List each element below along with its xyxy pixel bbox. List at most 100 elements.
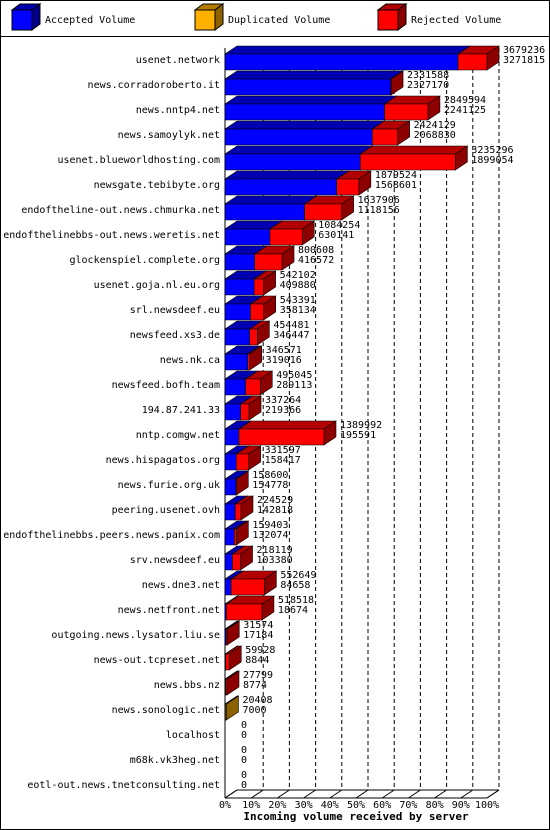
accepted-bar-face xyxy=(224,253,255,271)
total-label: 27799 xyxy=(243,670,273,681)
rejected-bar-face xyxy=(249,328,258,346)
tick-mark xyxy=(355,789,369,799)
total-label: 3679236 xyxy=(503,45,545,56)
rejected-bar-face xyxy=(225,678,228,696)
tick-mark xyxy=(250,789,264,799)
total-label: 3235296 xyxy=(471,145,513,156)
accepted-bar-face xyxy=(224,453,237,471)
accepted-bar-face xyxy=(224,578,232,596)
total-label: 2331588 xyxy=(407,70,449,81)
accepted-bar-face xyxy=(224,478,237,496)
accepted-bar-face xyxy=(224,228,271,246)
rejected-bar-face xyxy=(359,153,456,171)
accepted-label: 409880 xyxy=(280,280,316,291)
legend-label: Accepted Volume xyxy=(45,15,135,26)
x-tick-label: 20% xyxy=(268,800,286,811)
legend-swatch xyxy=(194,9,216,31)
rejected-bar xyxy=(383,95,441,121)
total-label: 59928 xyxy=(245,645,275,656)
y-tick-label: outgoing.news.lysator.liu.se xyxy=(51,630,220,641)
accepted-bar-face xyxy=(224,128,373,146)
y-tick-label: endofthelinebbs-out.news.weretis.net xyxy=(3,230,220,241)
accepted-label: 416572 xyxy=(298,255,334,266)
y-tick-label: endofthelinebbs.peers.news.panix.com xyxy=(3,530,220,541)
y-tick-label: usenet.blueworldhosting.com xyxy=(57,155,220,166)
legend-swatch xyxy=(377,9,399,31)
y-tick-label: news.bbs.nz xyxy=(154,680,220,691)
y-tick-label: eotl-out.news.tnetconsulting.net xyxy=(27,780,220,791)
rejected-bar-face xyxy=(384,103,429,121)
total-label: 0 xyxy=(241,745,247,756)
total-label: 543391 xyxy=(280,295,316,306)
accepted-label: 84658 xyxy=(280,580,310,591)
accepted-label: 142818 xyxy=(257,505,293,516)
y-tick-label: news.samoylyk.net xyxy=(118,130,220,141)
tick-mark xyxy=(486,789,500,799)
y-tick-label: news.dne3.net xyxy=(142,580,220,591)
rejected-bar-face xyxy=(225,628,228,646)
rejected-bar-face xyxy=(226,603,263,621)
rejected-bar-face xyxy=(457,53,488,71)
total-label: 2424129 xyxy=(414,120,456,131)
tick-mark xyxy=(277,789,290,799)
accepted-bar xyxy=(224,70,404,96)
total-label: 331597 xyxy=(265,445,301,456)
accepted-bar xyxy=(224,45,471,71)
accepted-label: 195591 xyxy=(340,430,376,441)
rejected-bar-face xyxy=(225,653,230,671)
x-tick-label: 40% xyxy=(321,800,339,811)
rejected-bar-face xyxy=(247,353,250,371)
x-tick-label: 10% xyxy=(242,800,260,811)
y-tick-label: news.hispagatos.org xyxy=(106,455,220,466)
y-tick-label: news.sonologic.net xyxy=(112,705,220,716)
y-tick-label: news-out.tcpreset.net xyxy=(94,655,220,666)
accepted-bar-face xyxy=(224,195,318,205)
tick-mark xyxy=(434,789,447,799)
y-tick-label: news.netfront.net xyxy=(118,605,220,616)
accepted-label: 219366 xyxy=(265,405,301,416)
accepted-bar-face xyxy=(224,428,240,446)
total-label: 0 xyxy=(241,720,247,731)
accepted-label: 132074 xyxy=(252,530,288,541)
rejected-bar-face xyxy=(234,528,237,546)
accepted-label: 1118156 xyxy=(358,205,400,216)
y-tick-label: endoftheline-out.news.chmurka.net xyxy=(21,205,220,216)
rejected-bar-face xyxy=(234,503,242,521)
accepted-bar xyxy=(224,145,374,171)
accepted-bar-face xyxy=(224,153,361,171)
x-tick-label: 100% xyxy=(475,800,499,811)
accepted-label: 0 xyxy=(241,780,247,791)
accepted-bar-face xyxy=(224,178,338,196)
total-label: 454481 xyxy=(273,320,309,331)
rejected-bar xyxy=(253,245,296,271)
rejected-bar-face xyxy=(372,128,398,146)
rejected-bar-face xyxy=(237,420,337,430)
total-label: 495045 xyxy=(276,370,312,381)
rejected-bar xyxy=(335,170,372,196)
accepted-bar-face xyxy=(224,353,249,371)
y-tick-label: news.corradoroberto.it xyxy=(88,80,220,91)
rejected-bar xyxy=(235,470,250,496)
rejected-bar xyxy=(248,320,271,346)
rejected-bar xyxy=(371,120,411,146)
rejected-bar-face xyxy=(336,178,360,196)
total-label: 31574 xyxy=(243,620,273,631)
accepted-bar-face xyxy=(224,203,305,221)
accepted-label: 103380 xyxy=(257,555,293,566)
accepted-bar-face xyxy=(224,53,459,71)
rejected-bar xyxy=(224,670,240,696)
x-tick-label: 0% xyxy=(219,800,231,811)
rejected-bar xyxy=(237,420,337,446)
y-tick-label: srv.newsdeef.eu xyxy=(130,555,220,566)
accepted-bar-face xyxy=(224,503,236,521)
accepted-label: 3271815 xyxy=(503,55,545,66)
total-label: 1389992 xyxy=(340,420,382,431)
total-label: 552649 xyxy=(280,570,316,581)
rejected-bar xyxy=(253,270,277,296)
rejected-bar xyxy=(225,620,241,646)
tick-mark xyxy=(381,789,395,799)
legend-label: Rejected Volume xyxy=(411,15,501,26)
y-tick-label: usenet.network xyxy=(136,55,220,66)
accepted-label: 1899054 xyxy=(471,155,513,166)
